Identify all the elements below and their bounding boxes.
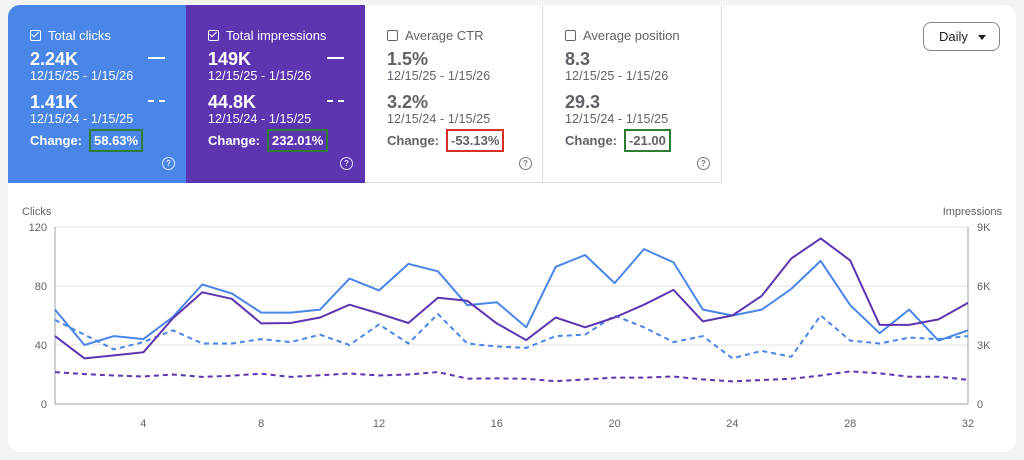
y2-axis-title: Impressions bbox=[943, 206, 1003, 218]
x-tick-label: 28 bbox=[844, 418, 856, 430]
x-tick-label: 20 bbox=[608, 418, 620, 430]
clicks-current-line bbox=[54, 248, 969, 346]
change-label: Change: bbox=[30, 133, 82, 148]
metric-label: Total clicks bbox=[48, 27, 111, 43]
metric-range-current: 12/15/25 - 1/15/26 bbox=[30, 69, 134, 83]
metric-card-impressions[interactable]: Total impressions 149K 12/15/25 - 1/15/26 4… bbox=[186, 5, 365, 183]
metric-change: Change: -53.13% bbox=[387, 129, 505, 152]
y-tick-label: 0 bbox=[41, 399, 47, 411]
help-icon[interactable]: ? bbox=[162, 157, 175, 170]
help-icon[interactable]: ? bbox=[340, 157, 353, 170]
y2-tick-label: 6K bbox=[977, 281, 991, 293]
metric-header: Total impressions bbox=[208, 27, 365, 43]
y2-tick-label: 9K bbox=[977, 222, 991, 234]
metric-value-current: 1.5% bbox=[387, 49, 429, 69]
metric-label: Average position bbox=[583, 27, 680, 43]
y-axis-title: Clicks bbox=[22, 206, 52, 218]
chevron-down-icon bbox=[978, 35, 986, 40]
y2-tick-label: 3K bbox=[977, 340, 991, 352]
legend-dashed-line bbox=[327, 100, 344, 102]
change-value: 232.01% bbox=[267, 129, 329, 152]
y-tick-label: 80 bbox=[35, 281, 47, 293]
clicks-previous-line bbox=[54, 313, 969, 360]
x-tick-label: 16 bbox=[491, 418, 503, 430]
legend-solid-line bbox=[148, 57, 165, 59]
x-tick-label: 12 bbox=[373, 418, 385, 430]
metric-card-clicks[interactable]: Total clicks 2.24K 12/15/25 - 1/15/26 1.41K… bbox=[8, 5, 186, 183]
metric-range-previous: 12/15/24 - 1/15/25 bbox=[208, 112, 312, 126]
change-value: -21.00 bbox=[624, 129, 671, 152]
help-icon[interactable]: ? bbox=[519, 157, 532, 170]
x-tick-label: 8 bbox=[258, 418, 264, 430]
metric-label: Average CTR bbox=[405, 27, 484, 43]
metric-change: Change: 232.01% bbox=[208, 129, 329, 152]
metric-change: Change: -21.00 bbox=[565, 129, 671, 152]
checkbox-icon[interactable] bbox=[208, 29, 219, 41]
metric-range-previous: 12/15/24 - 1/15/25 bbox=[565, 112, 669, 126]
metric-value-previous: 29.3 bbox=[565, 92, 601, 112]
change-label: Change: bbox=[208, 133, 260, 148]
checkbox-icon[interactable] bbox=[30, 29, 41, 41]
period-dropdown[interactable]: Daily bbox=[923, 22, 1000, 51]
y2-tick-label: 0 bbox=[977, 399, 983, 411]
metric-range-previous: 12/15/24 - 1/15/25 bbox=[30, 112, 134, 126]
help-icon[interactable]: ? bbox=[697, 157, 710, 170]
metric-value-current: 8.3 bbox=[565, 49, 591, 69]
metric-range-current: 12/15/25 - 1/15/26 bbox=[387, 69, 491, 83]
change-label: Change: bbox=[565, 133, 617, 148]
metric-value-previous: 3.2% bbox=[387, 92, 429, 112]
metric-header: Average position bbox=[565, 27, 721, 43]
y-tick-label: 120 bbox=[29, 222, 47, 234]
period-label: Daily bbox=[939, 29, 968, 44]
metric-change: Change: 58.63% bbox=[30, 129, 144, 152]
metric-value-current: 149K bbox=[208, 49, 252, 69]
change-label: Change: bbox=[387, 133, 439, 148]
impressions-previous-line bbox=[54, 370, 969, 383]
metric-range-previous: 12/15/24 - 1/15/25 bbox=[387, 112, 491, 126]
x-tick-label: 24 bbox=[726, 418, 738, 430]
impressions-current-line bbox=[54, 237, 969, 360]
metric-header: Average CTR bbox=[387, 27, 542, 43]
metric-value-current: 2.24K bbox=[30, 49, 79, 69]
performance-panel: Total clicks 2.24K 12/15/25 - 1/15/26 1.41K… bbox=[8, 5, 1016, 452]
legend-dashed-line bbox=[148, 100, 165, 102]
metric-card-ctr[interactable]: Average CTR 1.5% 12/15/25 - 1/15/26 3.2% 12/… bbox=[365, 5, 543, 183]
change-value: 58.63% bbox=[89, 129, 144, 152]
change-value: -53.13% bbox=[446, 129, 505, 152]
checkbox-icon[interactable] bbox=[387, 29, 398, 41]
x-tick-label: 4 bbox=[140, 418, 146, 430]
metric-card-position[interactable]: Average position 8.3 12/15/25 - 1/15/26 29.… bbox=[543, 5, 722, 183]
y-tick-label: 40 bbox=[35, 340, 47, 352]
metric-header: Total clicks bbox=[30, 27, 186, 43]
metric-range-current: 12/15/25 - 1/15/26 bbox=[208, 69, 312, 83]
metric-range-current: 12/15/25 - 1/15/26 bbox=[565, 69, 669, 83]
metric-label: Total impressions bbox=[226, 27, 327, 43]
legend-solid-line bbox=[327, 57, 344, 59]
x-tick-label: 32 bbox=[962, 418, 974, 430]
checkbox-icon[interactable] bbox=[565, 29, 576, 41]
metric-value-previous: 1.41K bbox=[30, 92, 79, 112]
metric-value-previous: 44.8K bbox=[208, 92, 257, 112]
